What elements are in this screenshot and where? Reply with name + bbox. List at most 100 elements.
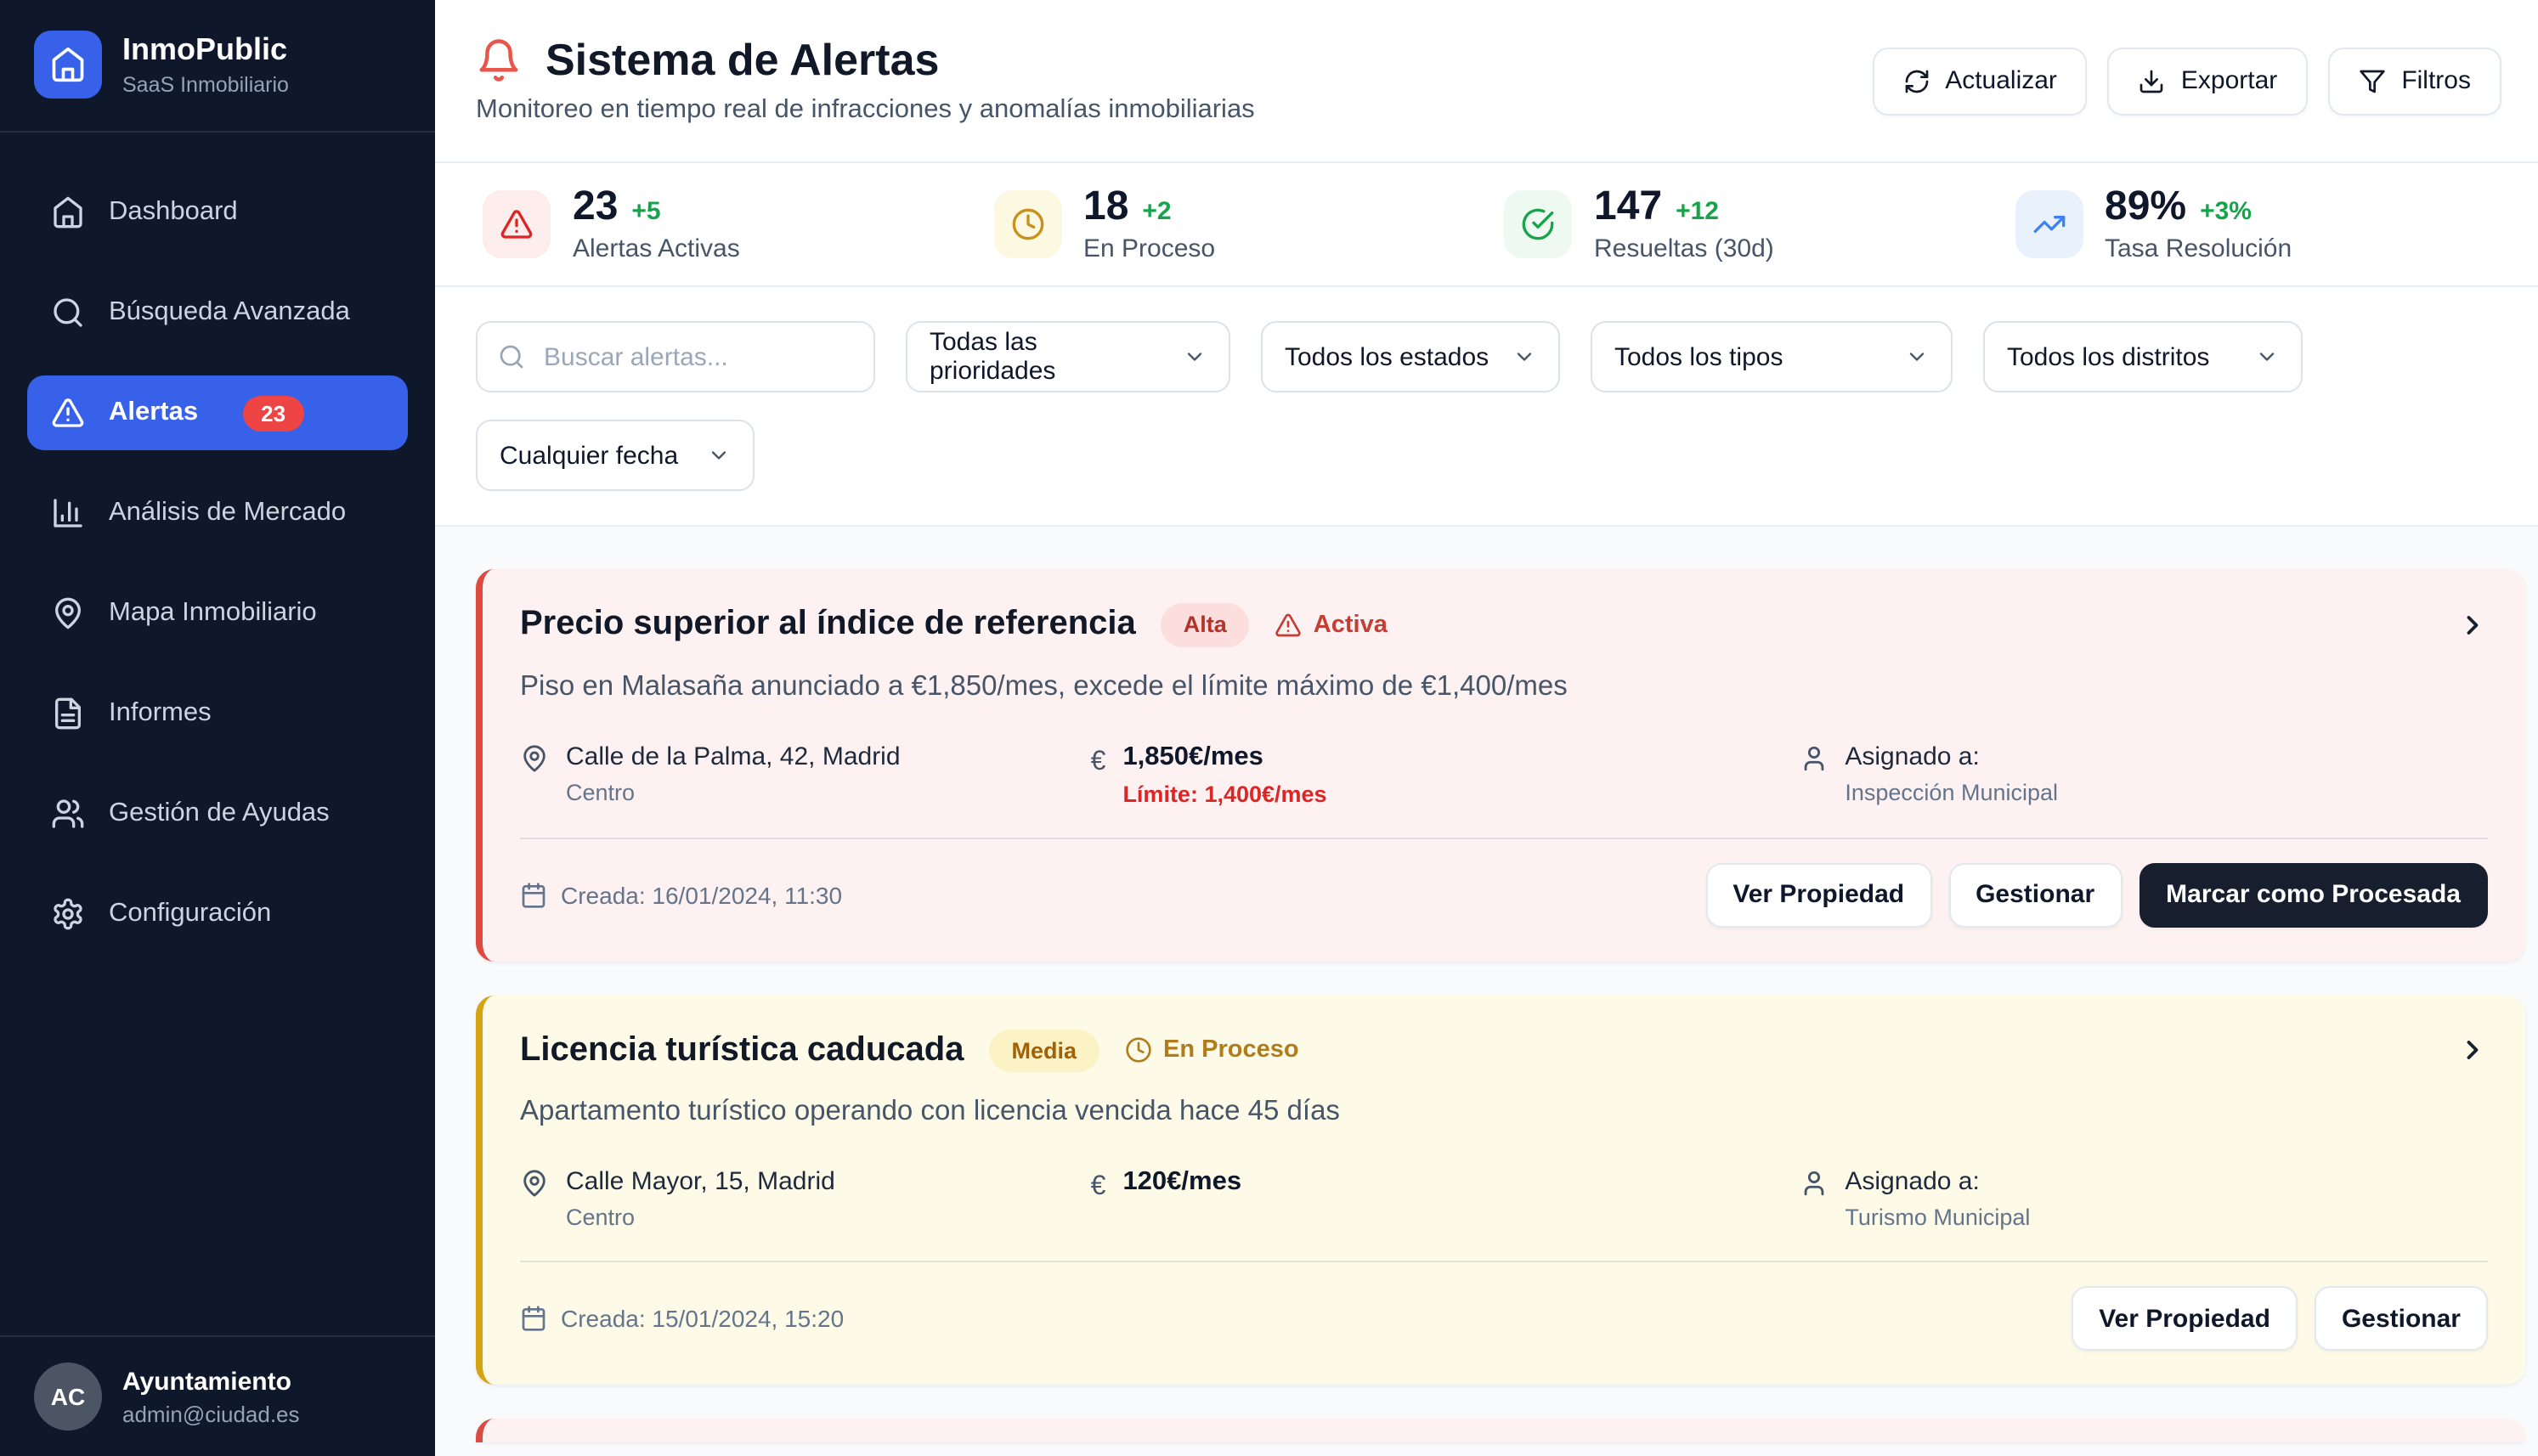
alert-card[interactable]: Licencia turística caducada Media En Pro… (476, 995, 2525, 1385)
stat-label: Resueltas (30d) (1594, 234, 1774, 262)
date-select-value: Cualquier fecha (500, 441, 679, 470)
sidebar-item-gestion-de-ayudas[interactable]: Gestión de Ayudas (27, 776, 408, 851)
alert-assignee: Asignado a: Turismo Municipal (1799, 1167, 2488, 1230)
priority-badge: Alta (1161, 603, 1249, 646)
view-property-button[interactable]: Ver Propiedad (1705, 862, 1932, 927)
sidebar-item-label: Mapa Inmobiliario (109, 598, 317, 627)
page-title: Sistema de Alertas (545, 33, 940, 85)
refresh-button[interactable]: Actualizar (1872, 47, 2088, 115)
status-label: En Proceso (1163, 1036, 1299, 1064)
chevron-down-icon (707, 443, 731, 467)
type-select[interactable]: Todos los tipos (1591, 321, 1953, 392)
status-select-value: Todos los estados (1285, 342, 1489, 371)
stat-delta: +3% (2200, 196, 2252, 225)
sidebar-user[interactable]: AC Ayuntamiento admin@ciudad.es (0, 1335, 435, 1456)
alert-district: Centro (566, 779, 636, 804)
user-icon (1799, 743, 1828, 772)
brand-home-icon (34, 31, 102, 99)
export-label: Exportar (2180, 66, 2278, 95)
assignee-name: Turismo Municipal (1845, 1205, 2031, 1230)
alert-card-partial[interactable] (476, 1419, 2525, 1442)
stat-en-proceso: 18 +2 En Proceso (993, 183, 1504, 262)
district-select[interactable]: Todos los distritos (1983, 321, 2303, 392)
search-input[interactable] (540, 341, 853, 373)
sidebar-item-informes[interactable]: Informes (27, 676, 408, 751)
users-icon (51, 797, 85, 831)
stat-value: 89% (2105, 183, 2187, 229)
status-badge: Activa (1275, 612, 1388, 639)
alert-title: Precio superior al índice de referencia (520, 605, 1136, 643)
search-icon (51, 296, 85, 330)
manage-button[interactable]: Gestionar (1948, 862, 2123, 927)
header-actions: Actualizar Exportar Filtros (1872, 47, 2501, 115)
brand: InmoPublic SaaS Inmobiliario (0, 0, 435, 133)
stat-label: Tasa Resolución (2105, 234, 2292, 262)
home-icon (51, 195, 85, 229)
chevron-right-icon[interactable] (2457, 610, 2488, 641)
sidebar-item-configuracion[interactable]: Configuración (27, 877, 408, 951)
priority-select[interactable]: Todas las prioridades (906, 321, 1230, 392)
avatar: AC (34, 1363, 102, 1431)
alert-price-value: 1,850€/mes (1122, 742, 1263, 770)
assignee-name: Inspección Municipal (1845, 779, 2059, 804)
status-select[interactable]: Todos los estados (1261, 321, 1560, 392)
alert-card[interactable]: Precio superior al índice de referencia … (476, 569, 2525, 961)
stat-value: 18 (1083, 183, 1129, 229)
alert-triangle-icon (483, 190, 551, 258)
search-box (476, 321, 875, 392)
bar-chart-icon (51, 496, 85, 530)
page-header: Sistema de Alertas Monitoreo en tiempo r… (435, 0, 2538, 163)
alert-title: Licencia turística caducada (520, 1030, 964, 1069)
alert-triangle-icon (51, 396, 85, 430)
refresh-label: Actualizar (1945, 66, 2057, 95)
map-pin-icon (520, 743, 549, 772)
sidebar-item-dashboard[interactable]: Dashboard (27, 175, 408, 250)
filter-bar: Todas las prioridades Todos los estados … (435, 287, 2538, 527)
chevron-down-icon (1512, 345, 1536, 369)
header-title-block: Sistema de Alertas Monitoreo en tiempo r… (476, 35, 1255, 126)
sidebar-item-label: Dashboard (109, 197, 238, 226)
view-property-button[interactable]: Ver Propiedad (2072, 1286, 2298, 1351)
sidebar-item-analisis-de-mercado[interactable]: Análisis de Mercado (27, 476, 408, 550)
sidebar: InmoPublic SaaS Inmobiliario Dashboard B… (0, 0, 435, 1456)
file-text-icon (51, 697, 85, 731)
calendar-icon (520, 1305, 547, 1332)
chevron-right-icon[interactable] (2457, 1036, 2488, 1066)
sidebar-item-label: Análisis de Mercado (109, 498, 347, 527)
sidebar-item-busqueda-avanzada[interactable]: Búsqueda Avanzada (27, 275, 408, 350)
alert-description: Piso en Malasaña anunciado a €1,850/mes,… (520, 670, 1568, 701)
alert-district: Centro (566, 1205, 636, 1230)
sidebar-item-alertas[interactable]: Alertas 23 (27, 375, 408, 450)
alert-price: € 120€/mes (1091, 1167, 1800, 1230)
status-label: Activa (1313, 611, 1388, 639)
alert-description: Apartamento turístico operando con licen… (520, 1096, 1340, 1126)
stats-row: 23 +5 Alertas Activas 18 +2 En Proceso 147… (435, 163, 2538, 287)
stat-delta: +2 (1142, 196, 1172, 225)
stat-delta: +5 (631, 196, 661, 225)
alert-price-limit: Límite: 1,400€/mes (1122, 781, 1327, 806)
page-subtitle: Monitoreo en tiempo real de infracciones… (476, 95, 1255, 125)
export-button[interactable]: Exportar (2107, 47, 2309, 115)
filters-button[interactable]: Filtros (2328, 47, 2501, 115)
alert-location: Calle de la Palma, 42, Madrid Centro (520, 742, 1091, 806)
alert-assignee: Asignado a: Inspección Municipal (1799, 742, 2488, 806)
stat-alertas-activas: 23 +5 Alertas Activas (483, 185, 993, 262)
search-icon (498, 343, 525, 370)
manage-button[interactable]: Gestionar (2314, 1286, 2488, 1351)
date-select[interactable]: Cualquier fecha (476, 420, 755, 491)
user-email: admin@ciudad.es (122, 1401, 300, 1426)
chevron-down-icon (1905, 345, 1929, 369)
trending-up-icon (2015, 190, 2083, 258)
brand-text: InmoPublic SaaS Inmobiliario (122, 32, 289, 96)
sidebar-item-mapa-inmobiliario[interactable]: Mapa Inmobiliario (27, 576, 408, 651)
sidebar-nav: Dashboard Búsqueda Avanzada Alertas 23 A… (0, 133, 435, 1335)
mark-processed-button[interactable]: Marcar como Procesada (2139, 862, 2488, 927)
check-circle-icon (1504, 190, 1572, 258)
clock-icon (1124, 1037, 1151, 1064)
brand-name: InmoPublic (122, 32, 288, 67)
clock-icon (993, 190, 1061, 258)
priority-select-value: Todas las prioridades (930, 328, 1056, 386)
euro-icon: € (1090, 747, 1106, 776)
download-icon (2139, 67, 2166, 94)
